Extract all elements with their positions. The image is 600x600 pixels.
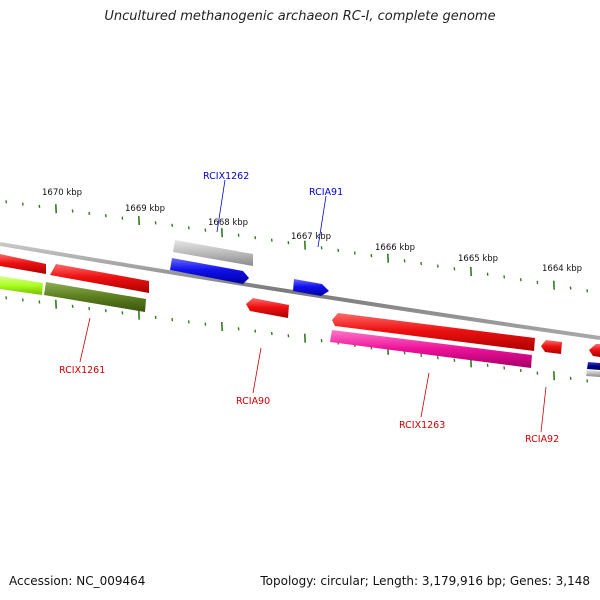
label-rcix1262[interactable]: RCIX1262 <box>203 171 249 182</box>
genome-summary-text: Topology: circular; Length: 3,179,916 bp… <box>260 574 590 588</box>
gene-gray-right-edge[interactable] <box>586 370 600 377</box>
leader-rcix1263 <box>420 372 430 418</box>
leader-rcia90 <box>252 347 262 394</box>
leader-rcix1261 <box>79 317 91 363</box>
gene-blue-upper[interactable] <box>170 258 249 284</box>
scale-label-1668: 1668 kbp <box>208 218 248 228</box>
scale-label-1667: 1667 kbp <box>291 232 331 242</box>
gene-blue-rcia91[interactable] <box>293 279 329 296</box>
accession-text: Accession: NC_009464 <box>9 574 146 588</box>
gene-red-rcix1261-upper[interactable] <box>50 264 149 293</box>
gene-navy-right-edge[interactable] <box>587 362 600 370</box>
label-rcia91[interactable]: RCIA91 <box>309 187 343 198</box>
gene-red-left-edge[interactable] <box>0 254 46 274</box>
map-title: Uncultured methanogenic archaeon RC-I, c… <box>104 9 496 24</box>
label-rcia90[interactable]: RCIA90 <box>236 396 270 407</box>
scale-label-1665: 1665 kbp <box>458 254 498 264</box>
leader-rcia91 <box>317 195 327 248</box>
leader-rcix1262 <box>216 179 226 233</box>
label-rcix1263[interactable]: RCIX1263 <box>399 420 445 431</box>
gene-red-right-edge[interactable] <box>589 344 600 357</box>
gene-red-rcia92[interactable] <box>541 340 562 354</box>
gene-magenta-rcix1263[interactable] <box>330 330 532 368</box>
genome-backbone <box>0 242 600 340</box>
gene-lime-left-edge[interactable] <box>0 276 43 295</box>
outer-scale <box>5 200 589 293</box>
scale-label-1666: 1666 kbp <box>375 243 415 253</box>
scale-label-1670: 1670 kbp <box>42 188 82 198</box>
gene-red-rcia90[interactable] <box>246 298 289 318</box>
gene-gray-rcix1262[interactable] <box>173 240 253 266</box>
scale-label-1664: 1664 kbp <box>542 264 582 274</box>
gene-olive-rcix1261[interactable] <box>44 282 146 312</box>
inner-scale <box>5 296 589 383</box>
scale-label-1669: 1669 kbp <box>125 204 165 214</box>
label-rcix1261[interactable]: RCIX1261 <box>59 365 105 376</box>
gene-red-rcix1263[interactable] <box>332 313 535 351</box>
leader-rcia92 <box>540 386 547 433</box>
label-rcia92[interactable]: RCIA92 <box>525 434 559 445</box>
